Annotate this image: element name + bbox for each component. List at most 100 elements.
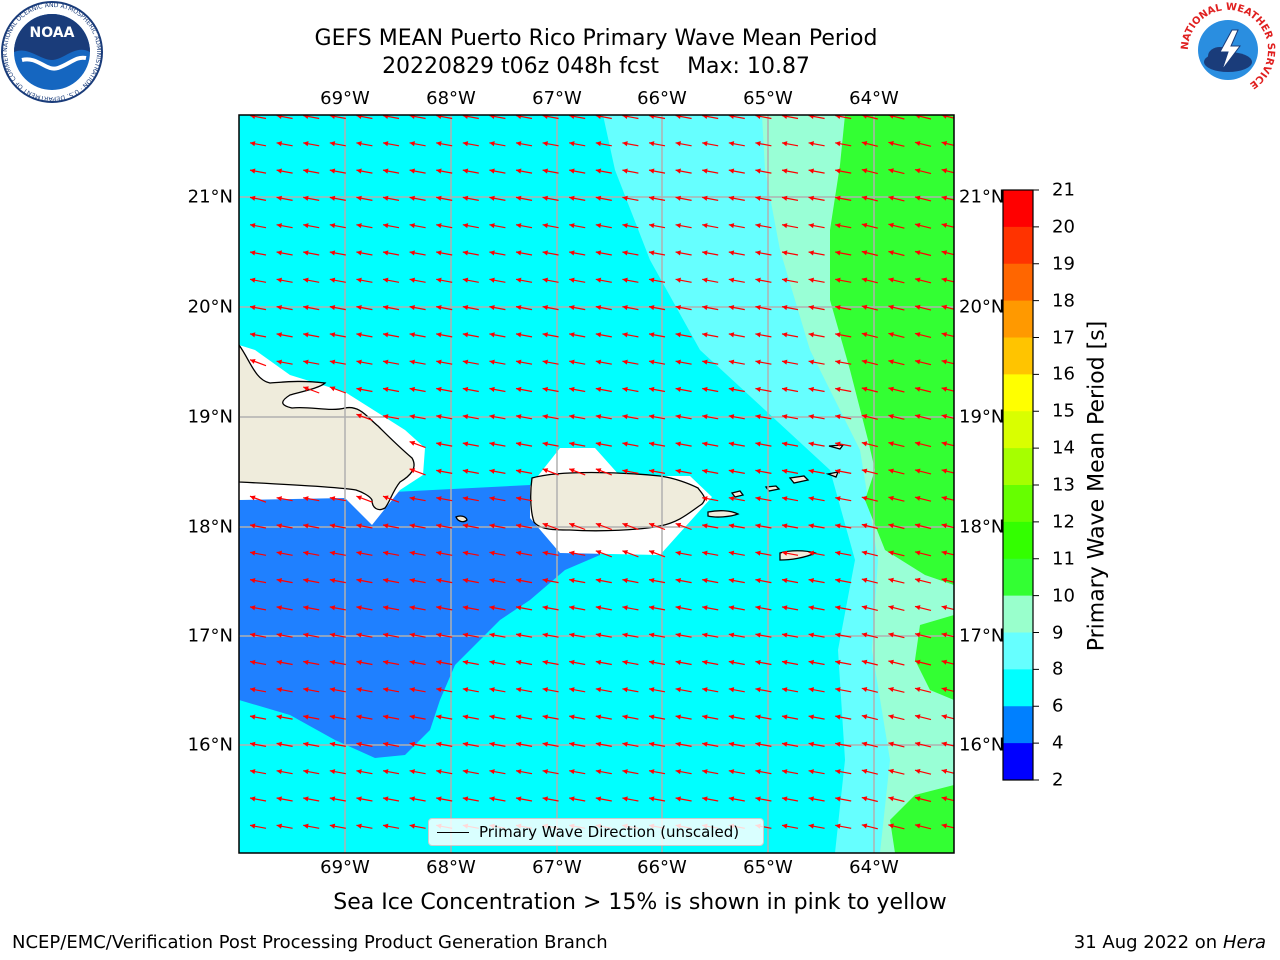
colorbar-tick-label: 6 [1052,695,1064,717]
wave-direction-arrow [249,304,267,311]
wave-direction-arrow [675,769,692,775]
lon-tick-label: 69°W [320,857,370,878]
wave-direction-arrow [941,659,954,665]
wave-direction-arrow [702,659,719,666]
wave-direction-arrow [515,496,533,502]
wave-direction-arrow [489,632,506,638]
lon-tick-label: 64°W [849,88,899,109]
wave-direction-arrow [835,496,852,502]
colorbar-segment [1003,743,1033,781]
wave-direction-arrow [569,304,586,311]
wave-direction-arrow [728,332,745,338]
wave-direction-arrow [249,796,267,802]
wave-direction-arrow [835,250,852,256]
wave-direction-arrow [249,115,267,120]
wave-direction-arrow [382,632,400,638]
wave-direction-arrow [755,115,772,120]
wave-direction-arrow [781,359,799,365]
wave-direction-arrow [835,577,852,584]
wave-direction-arrow [648,741,666,747]
wave-direction-arrow [861,468,878,475]
wave-direction-arrow [303,523,320,529]
wave-direction-arrow [648,141,666,147]
wave-direction-arrow [382,659,400,666]
wave-direction-arrow [702,359,719,365]
wave-direction-arrow [622,632,639,638]
wave-direction-arrow [702,468,719,474]
wave-direction-arrow [542,441,559,447]
chart-title: GEFS MEAN Puerto Rico Primary Wave Mean … [314,26,878,51]
wave-direction-arrow [728,141,745,147]
wave-direction-arrow [329,741,346,747]
wave-direction-arrow [569,741,586,747]
wave-direction-arrow [595,414,612,420]
wave-direction-arrow [489,550,506,556]
wave-direction-arrow [515,577,533,584]
wave-direction-arrow [329,386,347,394]
colorbar-segment [1003,374,1033,412]
wave-direction-arrow [914,632,932,639]
wave-direction-arrow [303,195,320,201]
wave-direction-arrow [622,687,639,693]
wave-direction-arrow [728,359,745,365]
lon-tick-label: 67°W [532,857,582,878]
wave-direction-arrow [329,796,346,802]
wave-direction-arrow [728,250,745,256]
wave-direction-arrow [409,577,426,584]
wave-direction-arrow [276,741,293,747]
wave-direction-arrow [409,496,426,502]
wave-direction-arrow [276,550,293,556]
wave-direction-arrow [436,659,453,666]
wave-direction-arrow [941,413,954,420]
wave-direction-arrow [702,141,719,147]
wave-direction-arrow [329,223,346,229]
wave-direction-arrow [728,386,745,393]
wave-direction-arrow [914,277,932,284]
wave-direction-arrow [914,823,932,830]
wave-direction-arrow [622,168,639,174]
wave-direction-arrow [436,687,453,693]
chart-subtitle: 20220829 t06z 048h fcst Max: 10.87 [236,54,956,79]
wave-direction-arrow [462,332,479,338]
wave-direction-arrow [409,687,426,693]
wave-direction-arrow [569,687,586,693]
wave-direction-arrow [941,686,954,693]
wave-direction-arrow [595,304,612,311]
wave-direction-arrow [622,250,639,256]
wave-direction-arrow [728,195,745,201]
wave-direction-arrow [941,632,954,638]
wave-direction-arrow [356,277,373,283]
wave-direction-arrow [728,796,745,802]
wave-direction-arrow [675,796,692,802]
wave-direction-arrow [329,550,346,556]
wave-direction-arrow [542,577,559,584]
wave-direction-arrow [835,632,852,638]
wave-direction-arrow [648,223,666,229]
wave-direction-arrow [702,332,719,338]
colorbar-segment [1003,448,1033,486]
wave-direction-arrow [755,414,772,420]
wave-direction-arrow [808,168,825,174]
wave-direction-arrow [515,550,533,556]
wave-direction-arrow [702,304,719,311]
wave-direction-arrow [409,523,426,529]
lon-tick-label: 65°W [743,857,793,878]
wave-direction-arrow [595,115,612,120]
wave-direction-arrow [436,741,453,747]
wave-direction-arrow [489,468,506,474]
wave-direction-arrow [276,687,293,693]
wave-direction-arrow [436,523,453,529]
wave-direction-arrow [808,386,825,393]
wave-direction-arrow [648,414,666,420]
wave-direction-arrow [382,687,400,693]
wave-direction-arrow [276,359,293,365]
wave-direction-arrow [781,550,799,556]
wave-direction-arrow [462,496,479,502]
wave-direction-arrow [462,250,479,256]
wave-direction-arrow [356,741,373,747]
wave-direction-arrow [861,140,878,147]
wave-direction-arrow [302,386,320,394]
wave-direction-arrow [436,141,453,147]
wave-direction-arrow [728,304,745,311]
colorbar-tick-label: 4 [1052,732,1064,754]
